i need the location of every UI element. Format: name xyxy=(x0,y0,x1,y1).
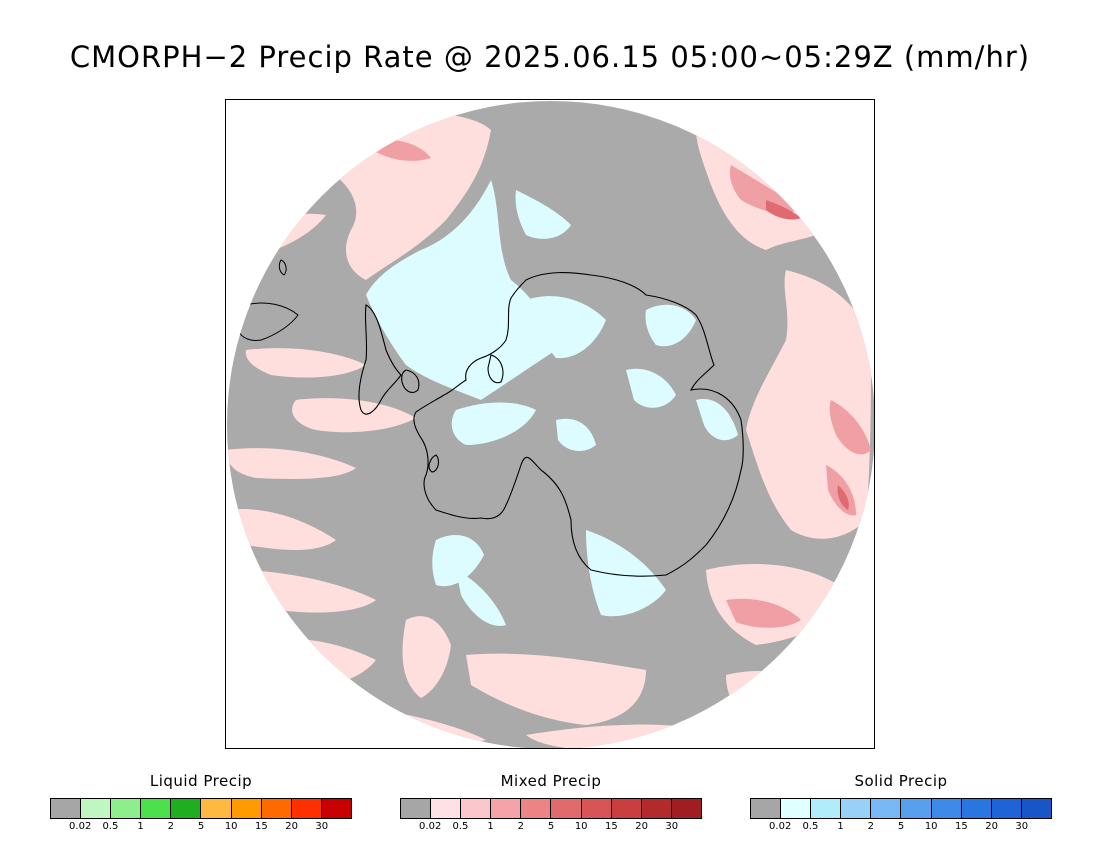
legend-tick: 2 xyxy=(517,821,524,832)
legend-swatch xyxy=(111,799,142,818)
legend-swatch xyxy=(841,799,872,818)
legend-bar-mixed xyxy=(400,798,702,819)
legend-tick: 0.5 xyxy=(802,821,819,832)
legend-swatch xyxy=(431,799,462,818)
legend-tick: 2 xyxy=(167,821,174,832)
legend-swatch xyxy=(901,799,932,818)
legend-tick: 2 xyxy=(867,821,874,832)
legend-swatch xyxy=(811,799,842,818)
legend-tick: 15 xyxy=(955,821,968,832)
legend-tick: 0.02 xyxy=(69,821,92,832)
legend-tick: 1 xyxy=(137,821,144,832)
legend-swatch xyxy=(401,799,432,818)
legend-tick: 20 xyxy=(635,821,648,832)
legend-bar-solid xyxy=(750,798,1052,819)
legend-title-mixed: Mixed Precip xyxy=(500,772,602,790)
legend-ticks-liquid: 0.02 0.5 1 2 5 10 15 20 30 xyxy=(50,821,352,835)
legend-swatch xyxy=(81,799,112,818)
legend-mixed: Mixed Precip 0.02 0.5 1 2 5 10 15 20 30 xyxy=(400,772,702,835)
legend-swatch xyxy=(671,799,701,818)
legend-tick: 0.5 xyxy=(102,821,119,832)
legend-swatch xyxy=(261,799,292,818)
solid-precip-regions xyxy=(366,180,738,626)
legend-swatch xyxy=(461,799,492,818)
legend-title-liquid: Liquid Precip xyxy=(149,772,253,790)
legend-ticks-mixed: 0.02 0.5 1 2 5 10 15 20 30 xyxy=(400,821,702,835)
legend-tick: 0.02 xyxy=(419,821,442,832)
legend-tick: 30 xyxy=(315,821,329,832)
legend-swatch xyxy=(1021,799,1051,818)
legend-title-solid: Solid Precip xyxy=(854,772,948,790)
legend-tick: 10 xyxy=(224,821,238,832)
legend-swatch xyxy=(171,799,202,818)
legend-tick: 1 xyxy=(487,821,494,832)
legend-swatch xyxy=(141,799,172,818)
legend-tick: 15 xyxy=(605,821,618,832)
map-frame xyxy=(225,99,875,749)
legend-swatch xyxy=(321,799,351,818)
legend-tick: 20 xyxy=(285,821,298,832)
legend-tick: 0.5 xyxy=(452,821,469,832)
legend-solid: Solid Precip 0.02 0.5 1 2 5 10 15 20 30 xyxy=(750,772,1052,835)
mixed-precip-heaviest xyxy=(766,200,849,510)
legend-swatch xyxy=(641,799,672,818)
legend-swatch xyxy=(231,799,262,818)
legend-tick: 15 xyxy=(255,821,268,832)
legend-swatch xyxy=(751,799,782,818)
polar-precip-map xyxy=(227,101,874,748)
legend-swatch xyxy=(491,799,522,818)
legend-tick: 30 xyxy=(665,821,679,832)
legend-swatch xyxy=(871,799,902,818)
legend-swatch xyxy=(781,799,812,818)
legend-bar-liquid xyxy=(50,798,352,819)
legend-swatch xyxy=(611,799,642,818)
legend-tick: 0.02 xyxy=(769,821,792,832)
legend-tick: 5 xyxy=(197,821,205,832)
legend-swatch xyxy=(991,799,1022,818)
legend-ticks-solid: 0.02 0.5 1 2 5 10 15 20 30 xyxy=(750,821,1052,835)
legend-swatch xyxy=(931,799,962,818)
legend-tick: 30 xyxy=(1015,821,1029,832)
legend-tick: 10 xyxy=(924,821,938,832)
legend-swatch xyxy=(961,799,992,818)
legend-tick: 1 xyxy=(837,821,844,832)
legend-tick: 5 xyxy=(547,821,555,832)
legend-tick: 5 xyxy=(897,821,905,832)
legend-swatch xyxy=(291,799,322,818)
legend-tick: 20 xyxy=(985,821,998,832)
legend-liquid: Liquid Precip 0.02 0.5 1 2 5 10 15 20 30 xyxy=(50,772,352,835)
legend-swatch xyxy=(521,799,552,818)
legend-swatch xyxy=(551,799,582,818)
legend-swatch xyxy=(201,799,232,818)
legend-swatch xyxy=(581,799,612,818)
antarctica-coastline xyxy=(358,272,744,577)
legend-swatch xyxy=(51,799,82,818)
legend-tick: 10 xyxy=(574,821,588,832)
map-title: CMORPH−2 Precip Rate @ 2025.06.15 05:00~… xyxy=(69,40,1031,74)
